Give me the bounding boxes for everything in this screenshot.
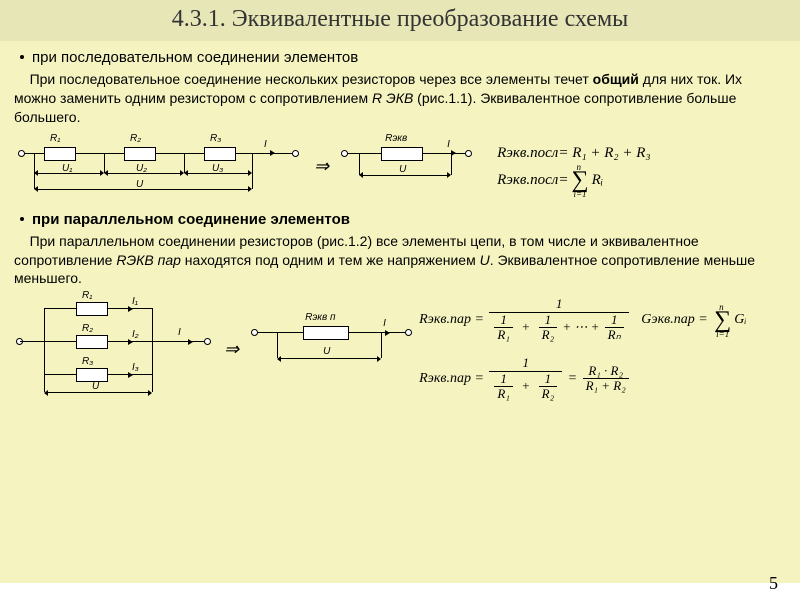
series-circuit-right: Rэкв I U — [339, 133, 479, 201]
series-figure-row: I R₁ R₂ R₃ U₁ U₂ U₃ — [14, 133, 786, 201]
lp-I: I — [178, 327, 181, 338]
parallel-figure-row: R₁ R₂ R₃ I₁ I₂ I₃ I U ⇒ — [14, 294, 786, 404]
slide-content: при последовательном соединении элементо… — [0, 41, 800, 583]
arrow-icon-2: ⇒ — [224, 339, 239, 360]
lp-I-r: I — [383, 318, 386, 329]
bullet-series: при последовательном соединении элементо… — [20, 49, 786, 66]
f1-rhs: = R₁ + R₂ + R₃ — [558, 146, 650, 161]
label-U3: U₃ — [212, 163, 223, 174]
formula-par-1: Rэкв.пар = 1 1R₁ + 1R₂ + ⋯ + 1Rₙ — [419, 297, 747, 342]
sum-icon-2: ∑ n i=1 — [714, 313, 731, 327]
lp-R2: R₂ — [82, 323, 93, 334]
fp2-lhs: Gэкв.пар — [641, 312, 694, 328]
bullet-dot-icon-2 — [20, 217, 24, 221]
lp-U-r: U — [323, 346, 330, 357]
lp-Rekvp: Rэкв п — [305, 312, 335, 323]
label-R3: R₃ — [210, 133, 221, 144]
lp-R3: R₃ — [82, 356, 93, 367]
bullet-series-text: при последовательном соединении элементо… — [32, 49, 358, 66]
f1-lhs: Rэкв.посл — [497, 146, 558, 161]
parallel-circuit-right: Rэкв п I U — [249, 294, 419, 404]
series-circuit-left: I R₁ R₂ R₃ U₁ U₂ U₃ — [14, 133, 304, 201]
para-series-bold: общий — [593, 71, 639, 87]
para-p-b: находятся под одним и тем же напряжением — [181, 252, 480, 268]
fp3-frac-b: R₁ · R₂ R₁ + R₂ — [583, 364, 629, 394]
f2-eq: = — [558, 173, 568, 188]
formula-series-1: Rэкв.посл = R₁ + R₂ + R₃ — [497, 146, 651, 161]
fp1-num: 1 — [553, 297, 566, 311]
label-I2: I — [447, 139, 450, 150]
slide: 4.3.1. Эквивалентные преобразование схем… — [0, 0, 800, 600]
lp-R1: R₁ — [82, 290, 92, 301]
fp2-rhs: Gᵢ — [734, 312, 746, 328]
page-number: 5 — [769, 573, 778, 594]
label-R1: R₁ — [50, 133, 60, 144]
para-parallel: При параллельном соединении резисторов (… — [14, 232, 786, 289]
slide-title: 4.3.1. Эквивалентные преобразование схем… — [0, 0, 800, 41]
lp-I3: I₃ — [132, 362, 139, 373]
label-I: I — [264, 139, 267, 150]
formula-par-2: Rэкв.пар = 1 1R₁ + 1R₂ = R₁ · R₂ — [419, 356, 747, 401]
sum-icon: ∑ n i=1 — [571, 173, 588, 187]
label-U1: U₁ — [62, 163, 72, 174]
f2-lhs: Rэкв.посл — [497, 173, 558, 188]
fp1-lhs: Rэкв.пар — [419, 312, 471, 328]
parallel-formulas: Rэкв.пар = 1 1R₁ + 1R₂ + ⋯ + 1Rₙ — [419, 294, 747, 404]
fp3-frac-a: 1 1R₁ + 1R₂ — [489, 356, 562, 401]
para-series-a: При последовательное соединение нескольк… — [30, 71, 593, 87]
fp3-lhs: Rэкв.пар — [419, 371, 471, 387]
f2-var: Rᵢ — [592, 173, 604, 188]
label-R2: R₂ — [130, 133, 141, 144]
label-U: U — [136, 179, 143, 190]
bullet-parallel-text: при параллельном соединение элементов — [32, 211, 350, 228]
bullet-parallel: при параллельном соединение элементов — [20, 211, 786, 228]
para-series: При последовательное соединение нескольк… — [14, 70, 786, 127]
formula-series-2: Rэкв.посл = ∑ n i=1 Rᵢ — [497, 173, 651, 188]
fp1-frac: 1 1R₁ + 1R₂ + ⋯ + 1Rₙ — [489, 297, 628, 342]
series-formulas: Rэкв.посл = R₁ + R₂ + R₃ Rэкв.посл = ∑ n… — [497, 143, 651, 191]
lp-I2: I₂ — [132, 329, 139, 340]
lp-U: U — [92, 381, 99, 392]
lp-I1: I₁ — [132, 296, 138, 307]
label-Rekv: Rэкв — [385, 133, 407, 144]
sum-bot: i=1 — [573, 192, 586, 197]
arrow-icon: ⇒ — [314, 156, 329, 177]
label-U2: U — [399, 164, 406, 175]
sum-top: n — [576, 165, 581, 170]
para-p-i2: U — [480, 252, 490, 268]
para-p-i1: RЭКВ пар — [116, 252, 181, 268]
label-U2: U₂ — [136, 163, 147, 174]
para-series-ital: R ЭКВ — [372, 90, 413, 106]
parallel-circuit-left: R₁ R₂ R₃ I₁ I₂ I₃ I U — [14, 294, 214, 404]
bullet-dot-icon — [20, 55, 24, 59]
fp1-den: 1R₁ + 1R₂ + ⋯ + 1Rₙ — [489, 313, 628, 343]
